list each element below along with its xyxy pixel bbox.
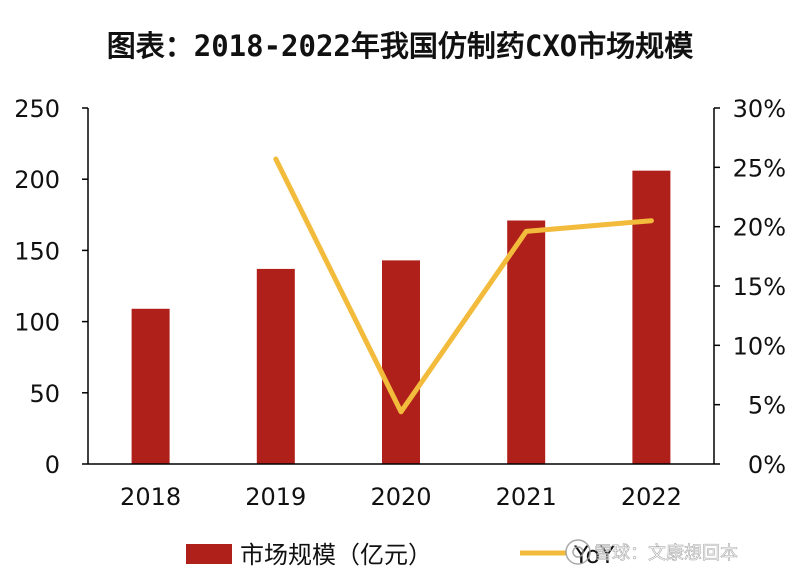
x-tick-label: 2021 bbox=[496, 483, 557, 511]
x-tick-label: 2018 bbox=[120, 483, 181, 511]
bar-2020 bbox=[382, 260, 420, 464]
watermark: 雪球：文康想回本 bbox=[565, 539, 738, 565]
y-right-ticks: 0% 5% 10% 15% 20% 25% 30% bbox=[714, 95, 786, 479]
bar-series bbox=[131, 170, 671, 464]
bar-2018 bbox=[131, 308, 170, 464]
legend-swatch-bar bbox=[186, 544, 232, 564]
legend-label-bar: 市场规模（亿元） bbox=[240, 541, 432, 569]
y-left-tick-label: 0 bbox=[45, 451, 60, 479]
y-left-tick-label: 50 bbox=[29, 380, 60, 408]
y-left-tick-label: 200 bbox=[14, 166, 60, 194]
bar-2019 bbox=[256, 268, 295, 464]
y-left-ticks: 0 50 100 150 200 250 bbox=[14, 95, 88, 479]
y-right-tick-label: 25% bbox=[733, 154, 786, 182]
watermark-text: 雪球：文康想回本 bbox=[594, 543, 738, 564]
snowball-logo-icon bbox=[565, 539, 591, 565]
chart-title: 图表：2018-2022年我国仿制药CXO市场规模 bbox=[107, 29, 695, 63]
bar-2021 bbox=[507, 220, 546, 464]
y-right-tick-label: 5% bbox=[748, 392, 786, 420]
y-left-tick-label: 250 bbox=[14, 95, 60, 123]
x-ticks: 2018 2019 2020 2021 2022 bbox=[120, 483, 682, 511]
y-right-tick-label: 0% bbox=[748, 451, 786, 479]
yoy-line bbox=[273, 156, 654, 415]
plot-area: 0 50 100 150 200 250 0% 5% 10% 15% 20% 25% 30% 2018… bbox=[14, 95, 786, 511]
x-tick-label: 2022 bbox=[621, 483, 682, 511]
bar-2022 bbox=[632, 170, 671, 464]
y-right-tick-label: 30% bbox=[733, 95, 786, 123]
x-tick-label: 2020 bbox=[370, 483, 431, 511]
y-right-tick-label: 20% bbox=[733, 214, 786, 242]
x-tick-label: 2019 bbox=[245, 483, 306, 511]
y-right-tick-label: 15% bbox=[733, 273, 786, 301]
y-left-tick-label: 150 bbox=[14, 237, 60, 265]
y-right-tick-label: 10% bbox=[733, 332, 786, 360]
legend: 市场规模（亿元） YoY bbox=[186, 541, 615, 569]
y-left-tick-label: 100 bbox=[14, 309, 60, 337]
